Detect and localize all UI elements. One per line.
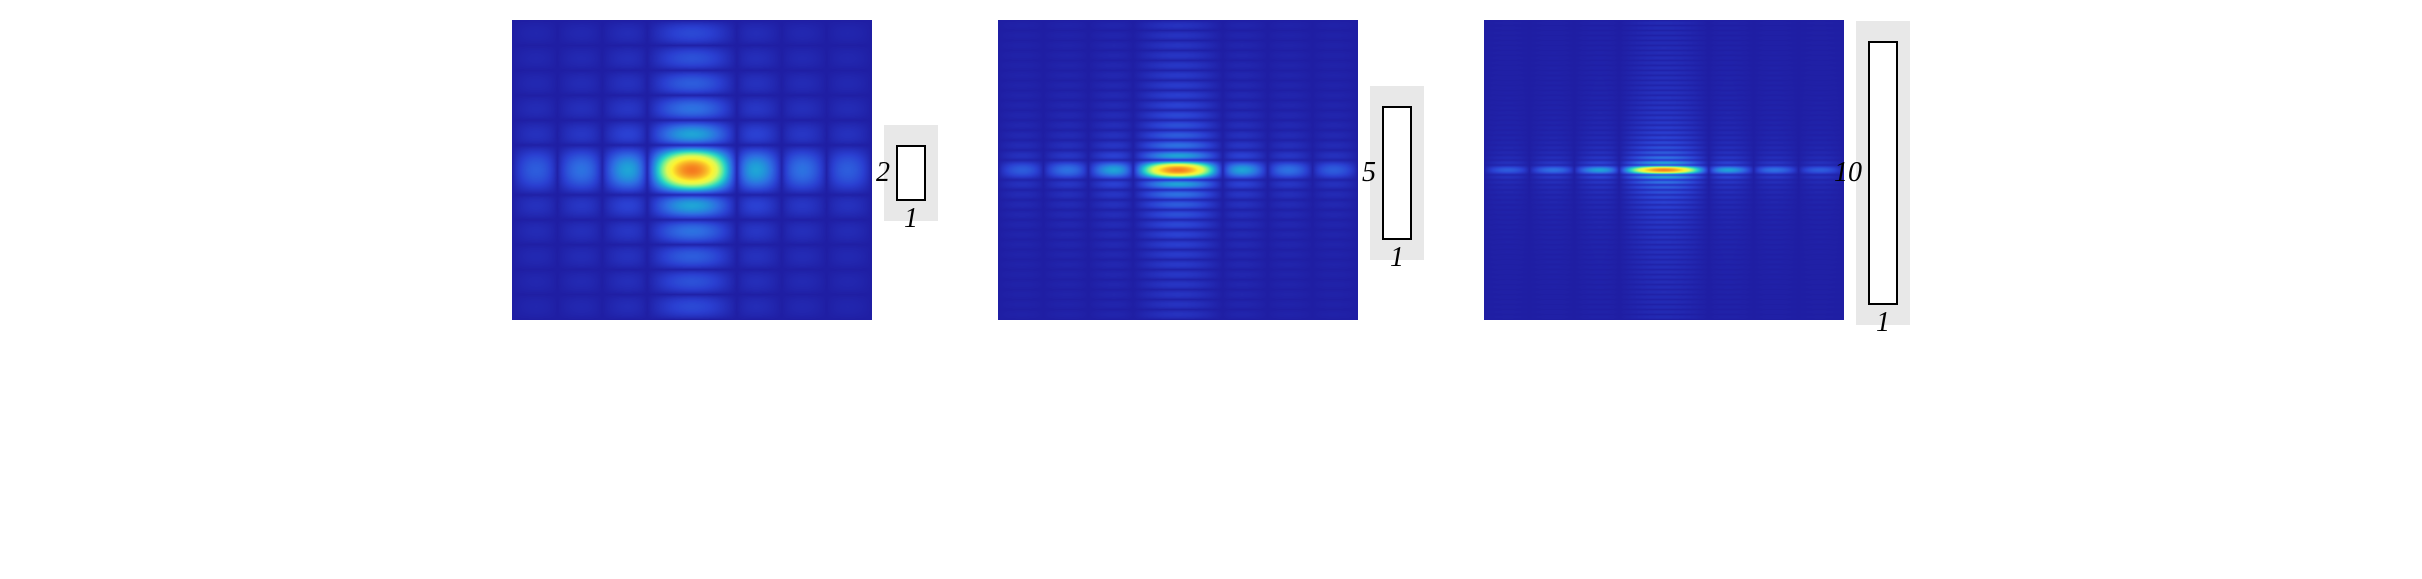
aperture-height-label: 2 — [876, 157, 890, 189]
panel-group-3: 10 1 — [1484, 20, 1910, 325]
aperture-rect — [896, 145, 926, 201]
aperture-rect — [1868, 41, 1898, 305]
diffraction-canvas-1 — [512, 20, 872, 320]
aperture-width-label: 1 — [1876, 307, 1890, 339]
aperture-indicator-1: 2 1 — [884, 125, 938, 221]
diffraction-plot-3 — [1484, 20, 1844, 325]
diffraction-canvas-2 — [998, 20, 1358, 320]
diffraction-canvas-3 — [1484, 20, 1844, 320]
aperture-width-label: 1 — [904, 203, 918, 235]
diffraction-plot-1 — [512, 20, 872, 325]
diffraction-plot-2 — [998, 20, 1358, 325]
aperture-indicator-2: 5 1 — [1370, 86, 1424, 260]
aperture-height-label: 5 — [1362, 157, 1376, 189]
panel-group-1: 2 1 — [512, 20, 938, 325]
aperture-indicator-3: 10 1 — [1856, 21, 1910, 325]
aperture-width-label: 1 — [1390, 242, 1404, 274]
aperture-rect — [1382, 106, 1412, 240]
panel-group-2: 5 1 — [998, 20, 1424, 325]
aperture-height-label: 10 — [1834, 157, 1862, 189]
